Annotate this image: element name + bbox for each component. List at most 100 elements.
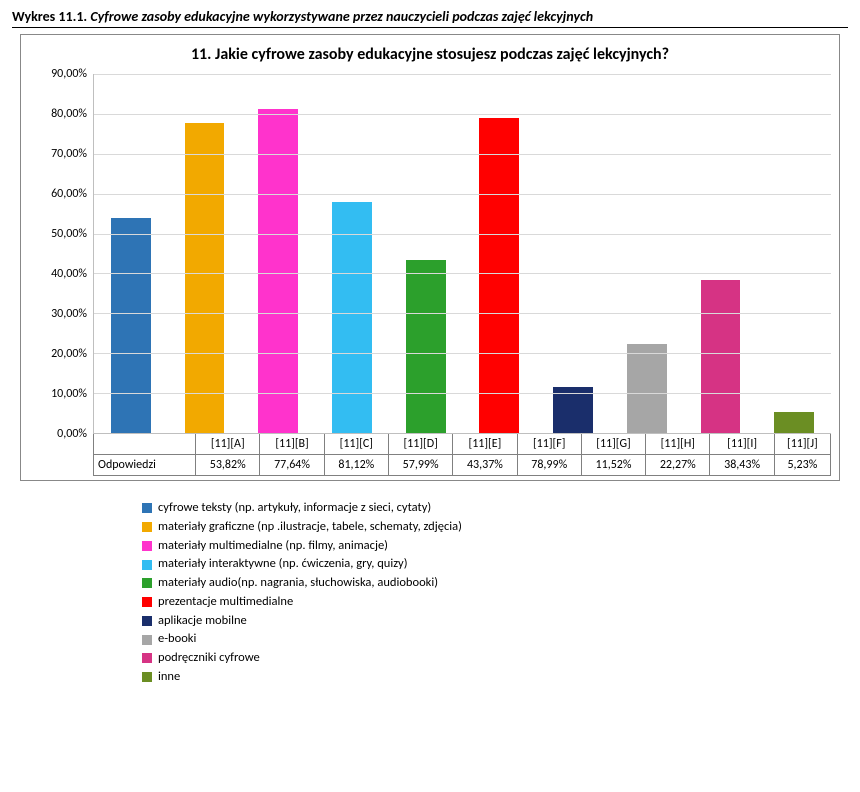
bar-slot	[315, 74, 389, 433]
legend-swatch-icon	[142, 616, 152, 626]
y-tick-label: 60,00%	[51, 187, 87, 201]
y-tick-label: 30,00%	[51, 307, 87, 321]
bar-slot	[389, 74, 463, 433]
legend-label: materiały multimedialne (np. filmy, anim…	[158, 537, 388, 556]
legend-swatch-icon	[142, 653, 152, 663]
category-cell: [11][A]	[196, 434, 260, 455]
bar	[406, 260, 446, 433]
category-cell: [11][C]	[324, 434, 388, 455]
legend-item: materiały graficzne (np .ilustracje, tab…	[142, 518, 848, 537]
category-cell: [11][B]	[260, 434, 324, 455]
bar-slot	[610, 74, 684, 433]
legend-swatch-icon	[142, 597, 152, 607]
value-cell: 53,82%	[196, 455, 260, 476]
legend-swatch-icon	[142, 541, 152, 551]
bar-slot	[94, 74, 168, 433]
category-cell: [11][I]	[710, 434, 774, 455]
y-axis: 0,00%10,00%20,00%30,00%40,00%50,00%60,00…	[29, 74, 93, 434]
gridline	[94, 154, 831, 155]
gridline	[94, 353, 831, 354]
values-row: Odpowiedzi 53,82%77,64%81,12%57,99%43,37…	[94, 455, 831, 476]
bar	[258, 109, 298, 433]
bar	[111, 218, 151, 433]
gridline	[94, 194, 831, 195]
bar	[701, 280, 741, 433]
legend-item: cyfrowe teksty (np. artykuły, informacje…	[142, 499, 848, 518]
value-cell: 22,27%	[646, 455, 710, 476]
value-cell: 11,52%	[581, 455, 645, 476]
bar-slot	[536, 74, 610, 433]
gridline	[94, 393, 831, 394]
y-tick-label: 40,00%	[51, 267, 87, 281]
legend-label: aplikacje mobilne	[158, 612, 247, 631]
values-row-head: Odpowiedzi	[94, 455, 196, 476]
bar	[479, 118, 519, 433]
legend-item: podręczniki cyfrowe	[142, 649, 848, 668]
category-row: [11][A][11][B][11][C][11][D][11][E][11][…	[94, 434, 831, 455]
gridline	[94, 234, 831, 235]
bar	[332, 202, 372, 433]
gridline	[94, 74, 831, 75]
data-table: [11][A][11][B][11][C][11][D][11][E][11][…	[93, 433, 831, 476]
chart-title: 11. Jakie cyfrowe zasoby edukacyjne stos…	[29, 45, 831, 64]
value-cell: 43,37%	[453, 455, 517, 476]
legend-label: e-booki	[158, 630, 196, 649]
chart-frame: 11. Jakie cyfrowe zasoby edukacyjne stos…	[20, 34, 840, 481]
category-cell: [11][J]	[774, 434, 830, 455]
y-tick-label: 90,00%	[51, 67, 87, 81]
value-cell: 38,43%	[710, 455, 774, 476]
legend-swatch-icon	[142, 522, 152, 532]
y-tick-label: 80,00%	[51, 107, 87, 121]
bars-container	[94, 74, 831, 433]
legend-label: inne	[158, 668, 180, 687]
legend-swatch-icon	[142, 578, 152, 588]
legend-item: e-booki	[142, 630, 848, 649]
bar	[627, 344, 667, 433]
gridline	[94, 273, 831, 274]
legend-item: inne	[142, 668, 848, 687]
category-cell: [11][D]	[388, 434, 452, 455]
value-cell: 78,99%	[517, 455, 581, 476]
gridline	[94, 114, 831, 115]
legend-item: aplikacje mobilne	[142, 612, 848, 631]
legend-item: materiały interaktywne (np. ćwiczenia, g…	[142, 555, 848, 574]
legend: cyfrowe teksty (np. artykuły, informacje…	[142, 499, 848, 687]
y-tick-label: 70,00%	[51, 147, 87, 161]
figure-caption-lead: Wykres 11.1.	[12, 8, 87, 25]
y-tick-label: 10,00%	[51, 387, 87, 401]
legend-swatch-icon	[142, 503, 152, 513]
bar	[774, 412, 814, 433]
value-cell: 5,23%	[774, 455, 830, 476]
category-cell: [11][H]	[646, 434, 710, 455]
legend-label: materiały graficzne (np .ilustracje, tab…	[158, 518, 462, 537]
category-cell: [11][F]	[517, 434, 581, 455]
bar-slot	[241, 74, 315, 433]
y-tick-label: 50,00%	[51, 227, 87, 241]
legend-label: materiały audio(np. nagrania, słuchowisk…	[158, 574, 438, 593]
legend-swatch-icon	[142, 635, 152, 645]
bar-slot	[463, 74, 537, 433]
legend-swatch-icon	[142, 672, 152, 682]
figure-caption-text: Cyfrowe zasoby edukacyjne wykorzystywane…	[90, 8, 593, 25]
bar-slot	[757, 74, 831, 433]
figure-caption: Wykres 11.1. Cyfrowe zasoby edukacyjne w…	[12, 8, 848, 25]
value-cell: 77,64%	[260, 455, 324, 476]
legend-item: materiały multimedialne (np. filmy, anim…	[142, 537, 848, 556]
plot-area	[93, 74, 831, 434]
value-cell: 81,12%	[324, 455, 388, 476]
caption-divider	[12, 27, 848, 28]
y-tick-label: 0,00%	[57, 427, 87, 441]
bar-slot	[684, 74, 758, 433]
legend-item: materiały audio(np. nagrania, słuchowisk…	[142, 574, 848, 593]
category-cell: [11][E]	[453, 434, 517, 455]
y-tick-label: 20,00%	[51, 347, 87, 361]
bar	[185, 123, 225, 433]
gridline	[94, 313, 831, 314]
category-row-head	[94, 434, 196, 455]
value-cell: 57,99%	[388, 455, 452, 476]
legend-label: materiały interaktywne (np. ćwiczenia, g…	[158, 555, 408, 574]
legend-label: cyfrowe teksty (np. artykuły, informacje…	[158, 499, 431, 518]
legend-item: prezentacje multimedialne	[142, 593, 848, 612]
legend-label: podręczniki cyfrowe	[158, 649, 260, 668]
bar-slot	[168, 74, 242, 433]
